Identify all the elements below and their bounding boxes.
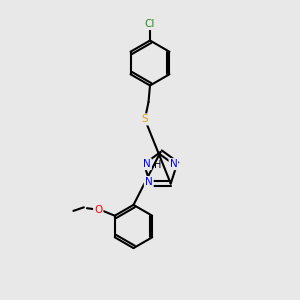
Text: H: H	[154, 160, 161, 170]
Text: O: O	[94, 205, 102, 215]
Text: N: N	[169, 159, 177, 169]
Text: Cl: Cl	[145, 19, 155, 29]
Text: N: N	[143, 159, 151, 169]
Text: N: N	[145, 177, 153, 187]
Text: S: S	[142, 114, 148, 124]
